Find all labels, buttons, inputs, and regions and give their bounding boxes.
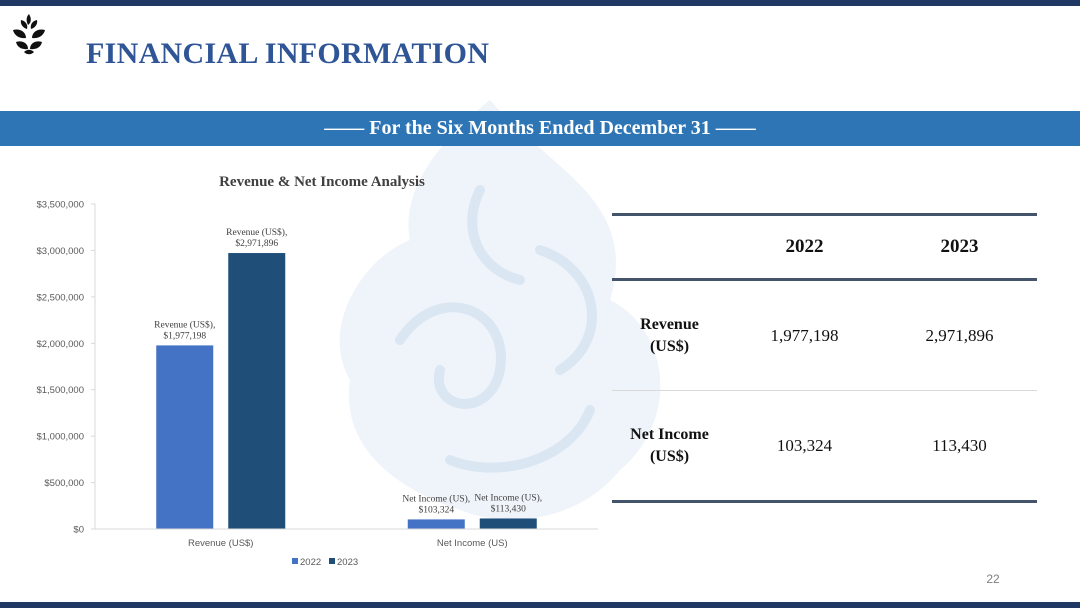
table-header-blank <box>612 213 727 281</box>
data-label: $113,430 <box>491 503 527 514</box>
financial-table: 2022 2023 Revenue (US$) 1,977,198 2,971,… <box>612 213 1037 503</box>
y-tick-label: $1,000,000 <box>36 432 84 443</box>
company-logo-icon <box>13 14 45 55</box>
row-label-revenue: Revenue (US$) <box>612 279 727 391</box>
period-banner: —— For the Six Months Ended December 31 … <box>0 111 1080 146</box>
chart-legend: 2022 2023 <box>292 557 358 568</box>
y-tick-label: $2,000,000 <box>36 339 84 350</box>
data-label: $1,977,198 <box>163 330 206 341</box>
bar-2022 <box>156 345 214 529</box>
table-cell: 103,324 <box>727 390 882 503</box>
row-label-line: (US$) <box>649 447 690 465</box>
y-tick-label: $2,500,000 <box>36 292 84 303</box>
top-border <box>0 0 1080 6</box>
y-tick-label: $500,000 <box>44 478 84 489</box>
row-label-line: Net Income <box>630 425 709 443</box>
data-label: Net Income (US), <box>402 493 470 504</box>
legend-swatch-2023 <box>329 558 335 564</box>
data-label: Revenue (US$), <box>226 227 287 238</box>
table-cell: 2,971,896 <box>882 279 1037 391</box>
table-cell: 1,977,198 <box>727 279 882 391</box>
page-title: FINANCIAL INFORMATION <box>86 37 490 70</box>
data-label: Revenue (US$), <box>154 319 215 330</box>
legend-swatch-2022 <box>292 558 298 564</box>
bar-2022 <box>407 519 465 529</box>
table-header-2023: 2023 <box>882 213 1037 281</box>
period-banner-text: —— For the Six Months Ended December 31 … <box>324 117 756 139</box>
table-row-revenue: Revenue (US$) 1,977,198 2,971,896 <box>612 279 1037 391</box>
x-tick-label: Net Income (US) <box>437 538 508 549</box>
row-label-line: (US$) <box>649 337 690 355</box>
x-tick-label: Revenue (US$) <box>188 538 253 549</box>
data-label: $103,324 <box>418 504 454 515</box>
row-label-net-income: Net Income (US$) <box>612 390 727 503</box>
bottom-border <box>0 602 1080 608</box>
y-tick-label: $0 <box>73 525 84 536</box>
y-tick-label: $1,500,000 <box>36 385 84 396</box>
revenue-net-income-chart: Revenue & Net Income Analysis $0 $500,000… <box>36 174 598 568</box>
data-label: $2,971,896 <box>235 238 278 249</box>
table-row-net-income: Net Income (US$) 103,324 113,430 <box>612 390 1037 503</box>
chart-title: Revenue & Net Income Analysis <box>219 174 425 190</box>
y-tick-label: $3,500,000 <box>36 200 84 211</box>
legend-label: 2023 <box>337 557 358 568</box>
page-number: 22 <box>986 572 1000 586</box>
table-header-row: 2022 2023 <box>612 213 1037 281</box>
x-axis: Revenue (US$) Net Income (US) <box>95 528 598 549</box>
y-tick-label: $3,000,000 <box>36 246 84 257</box>
y-axis: $0 $500,000 $1,000,000 $1,500,000 $2,000,000… <box>36 200 96 536</box>
table-header-2022: 2022 <box>727 213 882 281</box>
table-cell: 113,430 <box>882 390 1037 503</box>
row-label-line: Revenue <box>640 315 699 333</box>
bar-2023 <box>479 518 537 529</box>
bar-2023 <box>228 253 286 529</box>
data-label: Net Income (US), <box>474 492 542 503</box>
legend-label: 2022 <box>300 557 321 568</box>
